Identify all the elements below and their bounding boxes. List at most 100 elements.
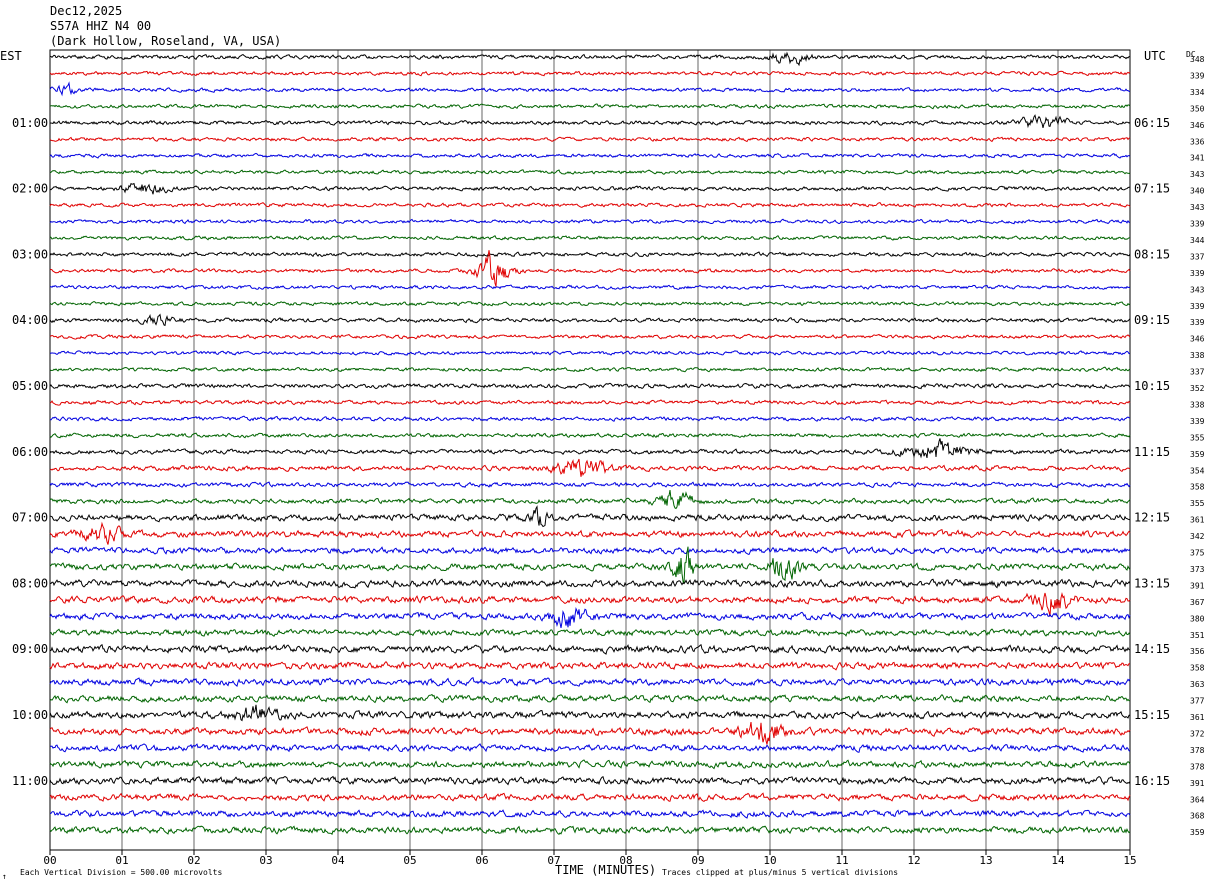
x-axis-title: TIME (MINUTES): [555, 863, 656, 877]
dc-offset-label: 339: [1190, 417, 1205, 426]
dc-offset-label: 391: [1190, 581, 1205, 590]
trace-line: [49, 300, 1131, 307]
trace-line: [49, 481, 1131, 489]
x-tick-label: 07: [547, 854, 560, 867]
est-axis-label: EST: [0, 49, 22, 63]
utc-time-label: 09:15: [1134, 313, 1170, 327]
dc-offset-label: 346: [1190, 335, 1205, 344]
est-time-label: 09:00: [12, 642, 48, 656]
trace-line: [49, 644, 1131, 655]
dc-offset-label: 355: [1190, 433, 1205, 442]
x-tick-label: 15: [1123, 854, 1136, 867]
dc-offset-label: 343: [1190, 170, 1205, 179]
dc-offset-label: 367: [1190, 598, 1205, 607]
x-tick-label: 14: [1051, 854, 1065, 867]
dc-offset-label: 344: [1190, 236, 1205, 245]
trace-line: [49, 114, 1131, 129]
trace-line: [49, 152, 1131, 159]
dc-offset-label: 373: [1190, 565, 1205, 574]
trace-line: [49, 505, 1131, 528]
trace-line: [49, 578, 1131, 589]
x-tick-label: 11: [835, 854, 848, 867]
x-tick-label: 12: [907, 854, 920, 867]
x-tick-label: 04: [331, 854, 345, 867]
est-time-label: 10:00: [12, 708, 48, 722]
dc-offset-label: 355: [1190, 499, 1205, 508]
x-tick-label: 03: [259, 854, 272, 867]
dc-offset-label: 364: [1190, 795, 1205, 804]
utc-time-label: 15:15: [1134, 708, 1170, 722]
trace-line: [49, 546, 1131, 584]
x-tick-label: 13: [979, 854, 992, 867]
est-time-labels: 01:00 02:00 03:00 04:00 05:00 06:00 07:00 08:00…: [12, 116, 48, 788]
scale-note: Each Vertical Division = 500.00 microvol…: [20, 868, 222, 877]
trace-line: [49, 591, 1131, 617]
dc-offset-label: 378: [1190, 746, 1205, 755]
trace-line: [49, 722, 1131, 745]
x-tick-label: 10: [763, 854, 776, 867]
trace-line: [49, 399, 1131, 406]
trace-line: [49, 284, 1131, 290]
dc-offset-label: 342: [1190, 532, 1205, 541]
utc-time-label: 08:15: [1134, 247, 1170, 261]
x-tick-label: 02: [187, 854, 200, 867]
utc-time-label: 07:15: [1134, 182, 1170, 196]
trace-line: [49, 438, 1131, 459]
trace-line: [49, 103, 1131, 110]
trace-line: [50, 743, 1131, 753]
utc-time-label: 12:15: [1134, 511, 1170, 525]
dc-offset-label: 359: [1190, 828, 1205, 837]
dc-offset-label: 380: [1190, 614, 1205, 623]
dc-offset-label: 368: [1190, 812, 1205, 821]
x-tick-label: 00: [43, 854, 56, 867]
dc-offset-label: 339: [1190, 220, 1205, 229]
dc-offset-label: 340: [1190, 187, 1205, 196]
dc-offset-label: 348: [1190, 55, 1205, 64]
trace-line: [49, 432, 1131, 439]
est-time-label: 03:00: [12, 247, 48, 261]
trace-line: [49, 415, 1131, 422]
x-tick-label: 09: [691, 854, 704, 867]
trace-line: [49, 693, 1131, 704]
dc-offset-label: 377: [1190, 697, 1205, 706]
plot-frame: [49, 49, 1131, 851]
dc-offset-label: 336: [1190, 137, 1205, 146]
dc-header-label: DC: [1186, 50, 1196, 59]
x-tick-label: 01: [115, 854, 128, 867]
dc-offset-label: 339: [1190, 269, 1205, 278]
trace-line: [49, 704, 1131, 722]
corner-mark: ↑: [2, 872, 7, 881]
trace-line: [49, 825, 1131, 836]
trace-line: [49, 202, 1131, 208]
dc-offset-label: 338: [1190, 400, 1205, 409]
trace-line: [49, 546, 1131, 556]
dc-offset-label: 358: [1190, 483, 1205, 492]
dc-offset-label: 391: [1190, 779, 1205, 788]
location-label: (Dark Hollow, Roseland, VA, USA): [50, 34, 281, 48]
trace-line: [49, 136, 1131, 143]
trace-line: [49, 809, 1131, 819]
x-tick-label: 06: [475, 854, 488, 867]
dc-offset-label: 354: [1190, 466, 1205, 475]
est-time-label: 01:00: [12, 116, 48, 130]
dc-offset-label: 339: [1190, 302, 1205, 311]
dc-offset-label: 338: [1190, 351, 1205, 360]
dc-offset-label: 372: [1190, 729, 1205, 738]
trace-line: [49, 458, 1131, 477]
trace-line: [49, 366, 1131, 373]
utc-time-label: 13:15: [1134, 576, 1170, 590]
utc-time-label: 10:15: [1134, 379, 1170, 393]
seismic-traces: [49, 51, 1131, 836]
est-time-label: 02:00: [12, 182, 48, 196]
trace-line: [49, 235, 1131, 241]
clip-note: Traces clipped at plus/minus 5 vertical …: [662, 868, 898, 877]
trace-line: [49, 606, 1131, 629]
trace-line: [49, 775, 1131, 786]
utc-time-label: 11:15: [1134, 445, 1170, 459]
est-time-label: 04:00: [12, 313, 48, 327]
dc-offset-label: 363: [1190, 680, 1205, 689]
utc-time-label: 06:15: [1134, 116, 1170, 130]
date-label: Dec12,2025: [50, 4, 122, 18]
est-time-label: 07:00: [12, 511, 48, 525]
